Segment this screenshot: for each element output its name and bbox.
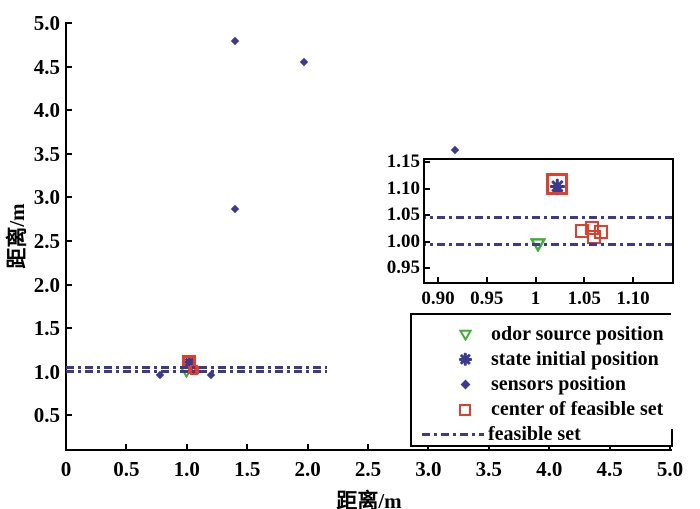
inset-y-tick-label: 1.15 xyxy=(386,151,420,172)
feasible-set-line-inset xyxy=(425,243,672,247)
y-tick xyxy=(66,196,72,199)
legend-label: sensors position xyxy=(491,373,627,395)
inset-y-tick-label: 1.10 xyxy=(386,177,420,199)
inset-y-tick xyxy=(425,267,430,269)
inset-x-tick-label: 0.90 xyxy=(421,288,455,309)
x-tick xyxy=(669,444,671,450)
y-tick-label: 2.5 xyxy=(33,228,60,253)
x-tick xyxy=(367,444,369,450)
x-tick-label: 5.0 xyxy=(656,457,684,481)
y-tick-label: 3.5 xyxy=(33,141,60,166)
y-tick-label: 3.0 xyxy=(33,185,60,210)
x-axis-spine xyxy=(65,449,672,451)
inset-x-tick-label: 1.05 xyxy=(567,288,601,309)
y-axis-spine xyxy=(65,22,67,451)
asterisk-icon xyxy=(452,347,478,372)
y-tick xyxy=(66,327,72,330)
inset-y-tick-label: 0.95 xyxy=(386,257,420,278)
legend-line-sample xyxy=(422,433,484,436)
x-tick-label: 4.5 xyxy=(596,457,623,481)
inset-x-tick xyxy=(437,277,439,282)
legend: odor source position state initial posit… xyxy=(410,313,673,447)
legend-item-odor-source: odor source position xyxy=(412,322,671,347)
legend-item-sensors: sensors position xyxy=(412,372,671,397)
y-tick-label: 5.0 xyxy=(33,11,60,36)
legend-label: state initial position xyxy=(491,348,659,370)
y-tick-label: 1.5 xyxy=(33,316,60,341)
x-tick xyxy=(427,444,430,450)
inset-plot-area xyxy=(423,158,674,284)
x-tick-label: 0.5 xyxy=(113,457,140,481)
y-tick xyxy=(66,22,72,25)
y-tick xyxy=(66,65,72,68)
feasible-set-line xyxy=(66,370,327,374)
inset-y-tick xyxy=(425,161,430,163)
y-tick xyxy=(66,414,72,417)
x-tick-label: 2.0 xyxy=(294,457,321,481)
inset-x-tick xyxy=(534,277,537,282)
x-tick-label: 1.5 xyxy=(234,457,261,481)
x-tick xyxy=(125,444,128,450)
feasible-set-line xyxy=(66,365,327,369)
feasible-set-line-inset xyxy=(425,215,672,219)
x-tick xyxy=(548,444,551,450)
inset-y-tick-label: 1.05 xyxy=(386,204,420,225)
center-of-feasible-set-marker-inset xyxy=(585,220,600,235)
legend-border-stub xyxy=(671,429,673,447)
inset-x-tick-label: 1 xyxy=(530,288,541,309)
triangle-down-legend-glyph xyxy=(458,328,472,342)
legend-label: odor source position xyxy=(491,323,664,345)
y-tick xyxy=(66,109,72,112)
x-axis-label: 距离/m xyxy=(336,489,402,509)
inset-y-tick-label: 1.00 xyxy=(386,230,420,252)
y-tick xyxy=(66,152,72,155)
x-tick-label: 0 xyxy=(60,457,72,481)
x-tick xyxy=(608,444,611,450)
inset-x-tick-label: 1.10 xyxy=(616,288,650,309)
y-tick-label: 2.0 xyxy=(33,272,60,297)
x-tick-label: 3.5 xyxy=(475,457,502,481)
inset-y-tick xyxy=(425,187,430,190)
diamond-icon xyxy=(452,372,478,397)
inset-x-tick xyxy=(485,277,488,282)
y-tick xyxy=(66,239,72,242)
x-tick xyxy=(487,444,490,450)
y-tick-label: 4.0 xyxy=(33,98,60,123)
x-tick xyxy=(185,444,188,450)
inset-x-tick-label: 0.95 xyxy=(470,288,504,309)
x-tick-label: 1.0 xyxy=(173,457,200,481)
y-tick-label: 1.0 xyxy=(33,359,60,384)
center-of-feasible-set-marker-inset xyxy=(593,224,608,239)
dashdot-line-icon xyxy=(422,422,484,447)
inset-y-tick xyxy=(425,240,430,243)
y-tick-label: 0.5 xyxy=(33,403,60,428)
y-tick-label: 4.5 xyxy=(33,54,60,79)
legend-item-center-feasible: center of feasible set xyxy=(412,397,671,422)
y-tick xyxy=(66,283,72,286)
diamond-legend-glyph xyxy=(460,379,470,390)
square-open-legend-glyph xyxy=(459,403,471,416)
open-square-icon xyxy=(452,397,478,422)
legend-item-feasible-set: feasible set xyxy=(412,422,671,447)
x-tick xyxy=(65,444,67,450)
x-tick xyxy=(306,444,309,450)
x-tick-label: 4.0 xyxy=(536,457,563,481)
inset-x-tick xyxy=(632,277,634,282)
asterisk-legend-glyph xyxy=(458,352,472,366)
inset-y-tick xyxy=(425,214,430,216)
x-tick-label: 3.0 xyxy=(415,457,442,481)
x-tick-label: 2.5 xyxy=(354,457,382,481)
triangle-down-icon xyxy=(452,322,478,347)
legend-label: feasible set xyxy=(488,423,581,445)
center-of-feasible-set-marker-inset xyxy=(546,173,568,196)
x-tick xyxy=(246,444,249,450)
inset-x-tick xyxy=(583,277,586,282)
legend-label: center of feasible set xyxy=(491,398,664,420)
legend-item-state-initial: state initial position xyxy=(412,347,671,372)
